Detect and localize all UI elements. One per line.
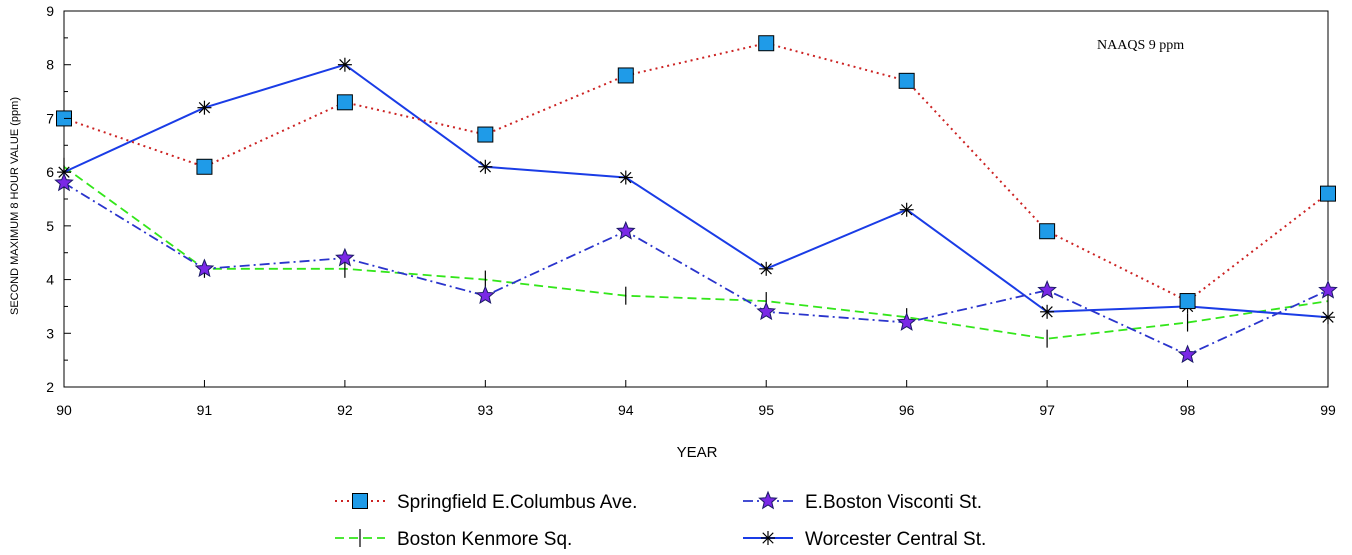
data-point (899, 202, 914, 217)
data-point (54, 172, 74, 192)
asterisk-stroke (339, 59, 351, 71)
asterisk-stroke (620, 171, 632, 184)
square-marker (1320, 185, 1336, 202)
plot-frame (63, 10, 1329, 388)
y-tick-label: 5 (46, 218, 54, 234)
star-marker (615, 220, 636, 240)
legend-item: E.Boston Visconti St. (743, 490, 982, 513)
series-line-springfield-e-columbus-ave (63, 42, 1329, 303)
star-marker (1177, 344, 1198, 364)
data-point (1039, 223, 1056, 240)
legend-marker (758, 490, 778, 510)
data-point (1179, 293, 1196, 310)
legend-label: E.Boston Visconti St. (805, 492, 982, 513)
x-tick-label: 99 (1320, 402, 1336, 418)
plot-area (63, 10, 1329, 388)
legend-item: Boston Kenmore Sq. (335, 529, 572, 550)
star-marker (1037, 279, 1057, 299)
x-tick-label: 92 (337, 402, 353, 418)
data-point (1321, 310, 1335, 325)
x-tick-label: 91 (197, 402, 213, 418)
data-point (194, 258, 215, 278)
y-tick-label: 6 (46, 164, 54, 180)
square-marker (1039, 223, 1056, 240)
data-point (618, 170, 633, 185)
asterisk-stroke (1041, 306, 1053, 318)
star-marker (896, 312, 917, 331)
series-line-e-boston-visconti-st (63, 182, 1329, 356)
asterisk-stroke (479, 161, 492, 173)
data-point (1177, 344, 1198, 364)
asterisk-stroke (900, 204, 913, 216)
annotation-naaqs: NAAQS 9 ppm (1097, 38, 1184, 53)
data-point (1320, 185, 1336, 202)
star-marker (335, 247, 355, 267)
series-line-boston-kenmore-sq (63, 166, 1329, 340)
square-marker (1179, 293, 1196, 310)
y-tick-label: 7 (46, 110, 54, 126)
data-point (617, 67, 634, 84)
star-marker (756, 301, 777, 321)
x-axis-label: YEAR (677, 444, 718, 461)
asterisk-stroke (760, 263, 772, 275)
series-layer (54, 35, 1338, 364)
data-point (1040, 304, 1055, 319)
data-point (898, 72, 915, 89)
data-point (196, 158, 213, 175)
data-point (615, 220, 636, 240)
legend-item: Springfield E.Columbus Ave. (335, 492, 637, 513)
star-marker (475, 285, 496, 305)
data-point (475, 285, 496, 305)
y-tick-label: 9 (46, 3, 54, 19)
x-tick-label: 98 (1180, 402, 1196, 418)
legend-item: Worcester Central St. (743, 529, 986, 550)
legend: Springfield E.Columbus Ave. E.Boston Visc… (335, 490, 986, 550)
data-point (197, 100, 212, 115)
data-point (759, 261, 774, 276)
legend-marker (352, 493, 368, 509)
x-tick-label: 95 (758, 402, 774, 418)
square-marker (758, 35, 775, 52)
x-tick-label: 90 (56, 402, 72, 418)
data-point (896, 312, 917, 331)
data-point (337, 57, 352, 72)
y-tick-label: 4 (46, 272, 54, 288)
data-point (335, 247, 355, 267)
square-marker (336, 94, 353, 111)
data-point (1037, 279, 1057, 299)
y-axis-label: SECOND MAXIMUM 8 HOUR VALUE (ppm) (9, 97, 21, 315)
square-marker (477, 126, 494, 143)
data-point (756, 301, 777, 321)
star-marker (1318, 279, 1338, 299)
star-marker (54, 172, 74, 192)
data-point (758, 35, 775, 52)
y-tick-label: 8 (46, 57, 54, 73)
data-point (477, 126, 494, 143)
asterisk-stroke (1322, 311, 1334, 323)
legend-label: Worcester Central St. (805, 529, 986, 550)
square-marker (352, 493, 368, 509)
data-point (1318, 279, 1338, 299)
x-tick-label: 94 (618, 402, 634, 418)
legend-label: Springfield E.Columbus Ave. (397, 492, 637, 513)
legend-label: Boston Kenmore Sq. (397, 529, 572, 550)
y-tick-label: 2 (46, 379, 54, 395)
data-point (336, 94, 353, 111)
x-tick-label: 97 (1039, 402, 1055, 418)
legend-marker (761, 531, 775, 545)
series-line-worcester-central-st (63, 63, 1329, 319)
data-point (478, 159, 493, 174)
x-tick-label: 93 (478, 402, 494, 418)
x-tick-label: 96 (899, 402, 915, 418)
square-marker (617, 67, 634, 84)
square-marker (898, 72, 915, 89)
asterisk-stroke (198, 102, 211, 114)
asterisk-stroke (762, 532, 774, 544)
star-marker (194, 258, 215, 278)
y-tick-label: 3 (46, 325, 54, 341)
square-marker (196, 158, 213, 175)
star-marker (758, 490, 778, 510)
